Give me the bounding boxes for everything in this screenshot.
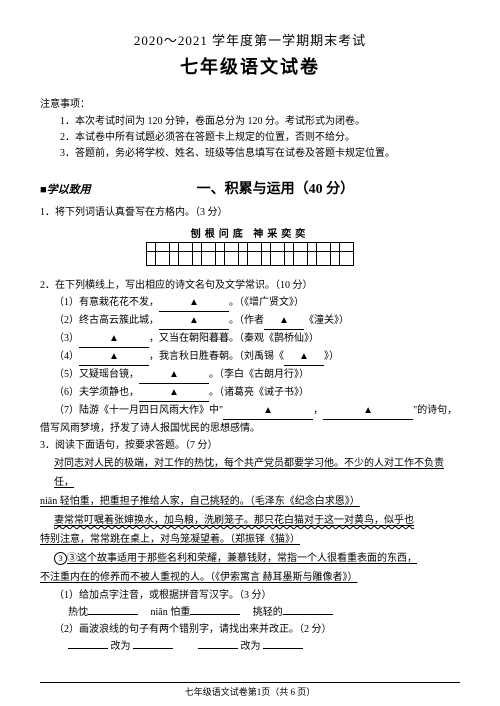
- blank: [190, 614, 240, 615]
- q3-passage-3: 3③这个故事适用于那些名利和荣耀，兼慕钱财，常指一个人很看重表面的东西，: [54, 549, 460, 568]
- blank: [88, 614, 138, 615]
- text: （3）: [54, 333, 79, 344]
- q2-item-7: （7）陆游《十一月四日风雨大作》中"▲，▲"的诗句，: [54, 402, 460, 420]
- notice-item: 3．答题前，务必将学校、姓名、班级等信息填写在试卷及答题卡规定位置。: [60, 146, 460, 162]
- text: 。（《增广贤文》）: [229, 297, 304, 308]
- text: niān 轻怕重，把重担子推给人家，自己挑轻的。（毛泽东《纪念白求恩》）: [40, 496, 360, 507]
- section-left-label: ■学以致用: [40, 181, 91, 197]
- q3-passage-1: 对同志对人民的极端，对工作的热忱，每个共产党员都要学习他。不少的人对工作不负责任…: [54, 454, 460, 492]
- blank: [133, 648, 173, 649]
- text: 。（作者: [229, 315, 264, 326]
- text: 《潼关》）: [304, 315, 349, 326]
- question-3-lead: 3．阅读下面语句，按要求答题。（7 分）: [40, 437, 460, 454]
- blank: [198, 648, 238, 649]
- grid-cell: [146, 242, 170, 266]
- q2-item-1: （1）有意栽花花不发，▲。（《增广贤文》）: [54, 294, 460, 312]
- q3-sub2-row: 改为 改为: [68, 638, 460, 655]
- text: 妻常常叮嘱着张婶换水，加鸟粮，洗刷笼子。那只花白猫对于这一对黄鸟，似乎也: [54, 515, 414, 526]
- grid-cell: [284, 242, 308, 266]
- text: ，: [313, 405, 323, 416]
- blank: [283, 614, 333, 615]
- grid-cell: [261, 242, 285, 266]
- grid-cell: [307, 242, 331, 266]
- text: 挑轻的: [253, 607, 283, 618]
- text: ③这个故事适用于那些名利和荣耀，兼慕钱财，常指一个人很看重表面的东西，: [67, 553, 417, 564]
- header-subtitle: 2020～2021 学年度第一学期期末考试: [40, 30, 460, 49]
- text: 。（诸葛亮《诫子书》）: [209, 387, 309, 398]
- text: ，又当在朝阳暮暮。（秦观《鹊桥仙》）: [149, 333, 319, 344]
- question-2-lead: 2．在下列横线上，写出相应的诗文名句及文学常识。（10 分）: [40, 277, 460, 294]
- text: 热忱: [68, 607, 88, 618]
- grid-cell: [238, 242, 262, 266]
- blank: [263, 648, 303, 649]
- text: （7）陆游《十一月四日风雨大作》中": [54, 405, 223, 416]
- blank: ▲: [159, 312, 229, 330]
- blank: [68, 648, 108, 649]
- text: （2）终古高云簇此城，: [54, 315, 159, 326]
- text: 特别注意，常常跳在桌上，对鸟笼凝望着。（郑振铎《猫》）: [40, 534, 300, 545]
- q3-sub1-row: 热忱 niān 怕重 挑轻的: [68, 604, 460, 621]
- text: （1）有意栽花花不发，: [54, 297, 159, 308]
- blank: ▲: [79, 348, 149, 366]
- q2-item-2: （2）终古高云簇此城，▲。（作者▲《潼关》）: [54, 312, 460, 330]
- blank: ▲: [284, 348, 324, 366]
- blank: ▲: [79, 330, 149, 348]
- q3-passage-2b: 特别注意，常常跳在桌上，对鸟笼凝望着。（郑振铎《猫》）: [40, 530, 460, 549]
- q3-sub2: （2）画波浪线的句子有两个错别字，请找出来并改正。（2 分）: [54, 621, 460, 638]
- grid-cell: [192, 242, 216, 266]
- circled-3-icon: 3: [54, 552, 67, 565]
- text: 对同志对人民的极端，对工作的热忱，每个共产党员都要学习他。不少的人对工作不负责任…: [54, 458, 444, 488]
- notice-heading: 注意事项：: [40, 95, 460, 110]
- q2-tail: 借写风雨梦境，抒发了诗人报国忧民的思想感情。: [40, 420, 460, 437]
- grid-caption: 刨根问底 神采奕奕: [191, 225, 310, 240]
- blank: ▲: [159, 294, 229, 312]
- section-title: 一、积累与运用（40 分）: [91, 178, 460, 198]
- text: 改为: [241, 641, 261, 652]
- header-title: 七年级语文试卷: [40, 53, 460, 79]
- blank: ▲: [264, 312, 304, 330]
- text: 》）: [324, 351, 339, 362]
- blank: ▲: [139, 384, 209, 402]
- notice-item: 1．本次考试时间为 120 分钟，卷面总分为 120 分。考试形式为闭卷。: [60, 114, 460, 130]
- text: 改为: [111, 641, 131, 652]
- text: "的诗句，: [413, 405, 457, 416]
- text: （4）: [54, 351, 79, 362]
- text: （5）又疑瑶台镜，: [54, 369, 139, 380]
- q2-item-3: （3）▲，又当在朝阳暮暮。（秦观《鹊桥仙》）: [54, 330, 460, 348]
- grid-cell: [215, 242, 239, 266]
- blank: ▲: [139, 366, 209, 384]
- text: （6）夫学须静也，: [54, 387, 139, 398]
- page-footer: 七年级语文试卷第1页（共 6 页）: [40, 682, 460, 698]
- q3-passage-2: 妻常常叮嘱着张婶换水，加鸟粮，洗刷笼子。那只花白猫对于这一对黄鸟，似乎也: [54, 511, 460, 530]
- text: 不注重内在的修养而不被人重视的人。（《伊索寓言 赫耳墨斯与雕像者》）: [40, 572, 358, 583]
- notice-item: 2．本试卷中所有试题必须答在答题卡上规定的位置，否则不给分。: [60, 130, 460, 146]
- q3-passage-1b: niān 轻怕重，把重担子推给人家，自己挑轻的。（毛泽东《纪念白求恩》）: [40, 492, 460, 511]
- q3-passage-3b: 不注重内在的修养而不被人重视的人。（《伊索寓言 赫耳墨斯与雕像者》）: [40, 568, 460, 587]
- text: niān 怕重: [151, 607, 191, 618]
- q2-item-5: （5）又疑瑶台镜，▲。（李白《古朗月行》）: [54, 366, 460, 384]
- grid-cell: [169, 242, 193, 266]
- q2-item-4: （4）▲，我言秋日胜春朝。（刘禹锡《▲》）: [54, 348, 460, 366]
- q2-item-6: （6）夫学须静也，▲。（诸葛亮《诫子书》）: [54, 384, 460, 402]
- blank: ▲: [223, 402, 313, 420]
- q3-sub1: （1）给加点字注音，或根据拼音写汉字。（3 分）: [54, 587, 460, 604]
- writing-grid: [147, 242, 354, 266]
- text: ，我言秋日胜春朝。（刘禹锡《: [149, 351, 284, 362]
- text: 。（李白《古朗月行》）: [209, 369, 309, 380]
- grid-cell: [330, 242, 354, 266]
- blank: ▲: [323, 402, 413, 420]
- question-1: 1．将下列词语认真誊写在方格内。（3 分）: [40, 204, 460, 221]
